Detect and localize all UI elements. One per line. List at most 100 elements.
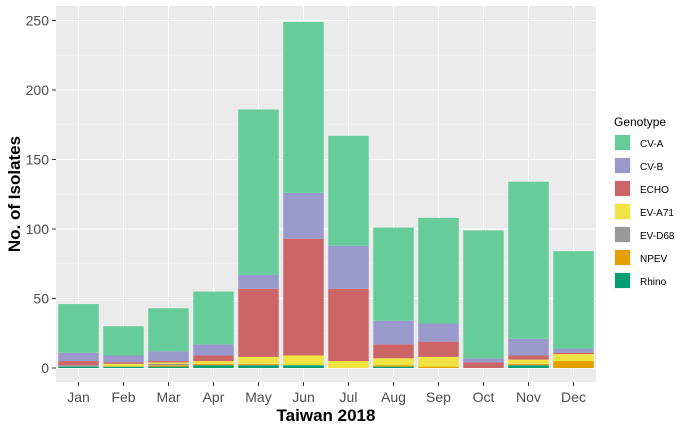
bar-cv-a-sep: [418, 217, 459, 324]
bar-echo-dec: [553, 352, 594, 355]
legend-swatch-rhino: [615, 273, 630, 288]
x-tick-label-dec: Dec: [561, 389, 586, 405]
bar-ev-a71-jul: [328, 361, 369, 368]
legend-label-rhino: Rhino: [640, 277, 667, 288]
bar-cv-a-may: [238, 109, 279, 275]
legend-swatch-cv-b: [615, 158, 630, 173]
bar-cv-b-nov: [508, 338, 549, 356]
legend-swatch-cv-a: [615, 135, 630, 150]
bar-echo-jul: [328, 288, 369, 362]
x-tick-label-jul: Jul: [340, 389, 358, 405]
legend-label-npev: NPEV: [640, 254, 668, 265]
x-axis-title: Taiwan 2018: [277, 406, 376, 425]
bar-cv-a-jul: [328, 135, 369, 246]
bar-ev-a71-mar: [148, 362, 189, 364]
x-tick-label-feb: Feb: [111, 389, 135, 405]
bar-cv-a-aug: [373, 227, 414, 321]
bar-ev-a71-apr: [193, 361, 234, 364]
legend-title: Genotype: [614, 115, 666, 129]
y-tick-label: 250: [26, 13, 50, 29]
bar-rhino-jun: [283, 365, 324, 368]
bar-cv-a-apr: [193, 291, 234, 345]
bar-cv-a-nov: [508, 181, 549, 339]
legend-swatch-npev: [615, 250, 630, 265]
y-axis: 0 50 100 150 200 250: [26, 13, 56, 376]
y-tick-label: 150: [26, 152, 50, 168]
bar-rhino-nov: [508, 365, 549, 368]
bar-echo-nov: [508, 355, 549, 360]
legend-label-ev-a71: EV-A71: [640, 208, 674, 219]
bar-cv-b-jul: [328, 245, 369, 289]
bar-echo-sep: [418, 341, 459, 357]
bar-ev-a71-aug: [373, 358, 414, 366]
bar-cv-a-jun: [283, 21, 324, 193]
bar-echo-apr: [193, 355, 234, 362]
bar-rhino-may: [238, 365, 279, 368]
bar-ev-a71-feb: [103, 363, 144, 367]
bar-echo-mar: [148, 361, 189, 363]
bar-ev-d68-jan: [58, 365, 99, 367]
bar-cv-b-jun: [283, 192, 324, 239]
x-axis: Jan Feb Mar Apr May Jun Jul Aug Sep Oct Nov Dec: [67, 382, 586, 405]
bar-ev-d68-mar: [148, 363, 189, 366]
bar-cv-b-sep: [418, 323, 459, 342]
bar-cv-a-oct: [463, 230, 504, 359]
bar-cv-b-oct: [463, 358, 504, 363]
bar-npev-mar: [148, 365, 189, 367]
bar-cv-a-jan: [58, 304, 99, 353]
bar-npev-aug: [373, 365, 414, 367]
y-tick-label: 50: [33, 291, 49, 307]
bar-ev-a71-may: [238, 356, 279, 364]
y-axis-title: No. of Isolates: [5, 136, 24, 252]
bars: [58, 21, 594, 368]
bar-echo-jun: [283, 238, 324, 356]
legend: Genotype CV-A CV-B ECHO EV-A71 EV-D68 NPEV Rhi…: [614, 115, 675, 289]
bar-ev-a71-sep: [418, 356, 459, 367]
bar-cv-b-mar: [148, 351, 189, 362]
bar-cv-b-apr: [193, 344, 234, 356]
legend-label-ev-d68: EV-D68: [640, 231, 675, 242]
x-tick-label-jun: Jun: [292, 389, 315, 405]
x-tick-label-oct: Oct: [473, 389, 495, 405]
bar-cv-b-feb: [103, 355, 144, 363]
bar-rhino-apr: [193, 365, 234, 368]
legend-label-cv-a: CV-A: [640, 139, 664, 150]
x-tick-label-aug: Aug: [381, 389, 406, 405]
bar-cv-a-feb: [103, 326, 144, 356]
bar-echo-may: [238, 288, 279, 357]
bar-echo-aug: [373, 344, 414, 359]
x-tick-label-may: May: [245, 389, 271, 405]
bar-npev-dec: [553, 361, 594, 368]
bar-rhino-jan: [58, 366, 99, 368]
bar-cv-b-may: [238, 274, 279, 289]
bar-rhino-aug: [373, 366, 414, 368]
bar-cv-b-aug: [373, 320, 414, 345]
bar-ev-a71-jun: [283, 355, 324, 366]
x-tick-label-jan: Jan: [67, 389, 90, 405]
legend-label-cv-b: CV-B: [640, 162, 664, 173]
bar-npev-nov: [508, 363, 549, 366]
bar-echo-oct: [463, 362, 504, 368]
bar-npev-sep: [418, 366, 459, 368]
bar-rhino-feb: [103, 366, 144, 368]
y-tick-label: 200: [26, 82, 50, 98]
bar-ev-a71-nov: [508, 359, 549, 364]
x-tick-label-mar: Mar: [156, 389, 180, 405]
legend-swatch-ev-d68: [615, 227, 630, 242]
bar-ev-a71-dec: [553, 354, 594, 362]
y-tick-label: 100: [26, 221, 50, 237]
bar-npev-apr: [193, 363, 234, 366]
bar-echo-feb: [103, 362, 144, 364]
bar-echo-jan: [58, 361, 99, 366]
bar-cv-b-dec: [553, 348, 594, 353]
bar-cv-a-mar: [148, 308, 189, 352]
bar-rhino-mar: [148, 366, 189, 368]
x-tick-label-nov: Nov: [516, 389, 541, 405]
x-tick-label-apr: Apr: [203, 389, 225, 405]
bar-cv-b-jan: [58, 352, 99, 362]
legend-swatch-echo: [615, 181, 630, 196]
legend-label-echo: ECHO: [640, 185, 669, 196]
y-tick-label: 0: [41, 360, 49, 376]
bar-npev-may: [238, 363, 279, 366]
